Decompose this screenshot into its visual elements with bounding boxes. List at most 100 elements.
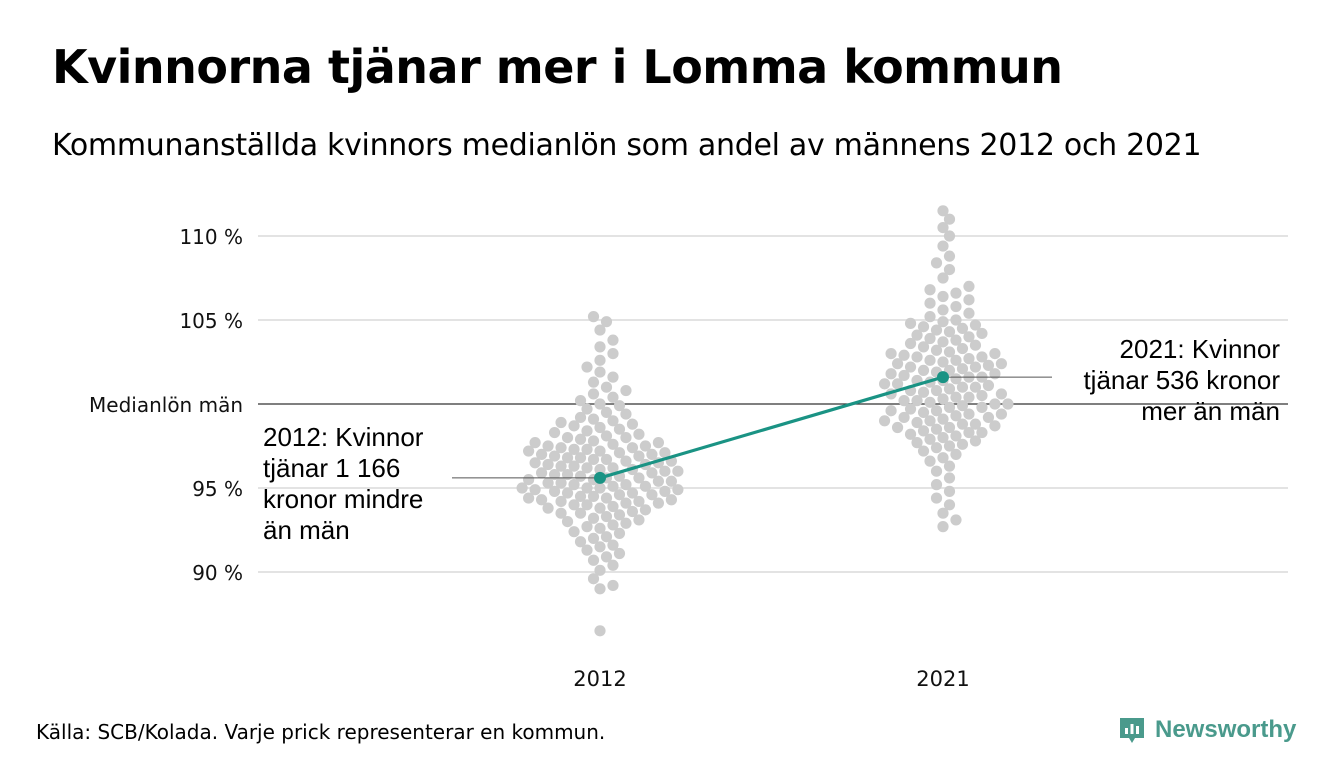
annotation-2012-line: kronor mindre <box>263 484 423 514</box>
swarm-dot-2021 <box>937 290 949 303</box>
swarm-dot-2021 <box>930 257 943 269</box>
swarm-dot-2021 <box>976 426 988 439</box>
swarm-dot-2021 <box>943 485 956 497</box>
swarm-dot-2012 <box>620 408 632 420</box>
swarm-dot-2012 <box>555 460 567 472</box>
swarm-dot-2012 <box>600 406 613 418</box>
swarm-dot-2012 <box>548 485 561 497</box>
brand-logo[interactable]: Newsworthy <box>1117 712 1296 748</box>
swarm-dot-2012 <box>587 532 600 545</box>
swarm-dot-2021 <box>989 368 1001 380</box>
swarm-dot-2012 <box>574 490 587 502</box>
swarm-dot-2012 <box>613 489 626 501</box>
swarm-dot-2012 <box>594 583 606 595</box>
y-tick-label: 90 % <box>192 561 243 585</box>
swarm-dot-2012 <box>639 504 652 516</box>
swarm-dot-2021 <box>976 327 988 340</box>
swarm-dot-2021 <box>891 358 904 370</box>
swarm-dot-2012 <box>613 447 626 459</box>
swarm-dot-2012 <box>529 457 541 469</box>
swarm-dot-2012 <box>639 480 652 492</box>
swarm-dot-2012 <box>568 420 580 432</box>
swarm-dot-2012 <box>568 499 580 511</box>
swarm-dot-2021 <box>950 391 962 403</box>
swarm-dot-2021 <box>969 319 982 331</box>
swarm-dot-2021 <box>982 379 995 392</box>
swarm-dot-2012 <box>633 450 645 462</box>
swarm-dot-2012 <box>587 388 600 400</box>
swarm-dot-2012 <box>633 428 645 440</box>
swarm-dot-2021 <box>963 408 975 420</box>
swarm-dot-2021 <box>911 416 923 429</box>
swarm-dot-2021 <box>969 361 982 373</box>
swarm-dot-2021 <box>943 346 956 358</box>
swarm-dot-2012 <box>613 423 626 435</box>
swarm-dot-2021 <box>963 391 975 403</box>
highlight-series <box>594 371 949 484</box>
swarm-dot-2012 <box>607 519 619 531</box>
swarm-dot-2021 <box>956 438 969 450</box>
swarm-dot-2012 <box>594 398 606 410</box>
swarm-dot-2012 <box>639 440 652 452</box>
swarm-dot-2012 <box>581 403 593 415</box>
swarm-dot-2012 <box>607 438 619 450</box>
swarm-dot-2021 <box>937 272 949 284</box>
swarm-dot-2021 <box>930 423 943 435</box>
swarm-dot-2021 <box>937 393 949 405</box>
swarm-dot-2021 <box>878 378 891 390</box>
swarm-dot-2021 <box>891 421 904 434</box>
swarm-dot-2012 <box>529 484 541 496</box>
x-tick-label: 2021 <box>916 667 969 691</box>
swarm-dot-2012 <box>587 554 600 566</box>
swarm-dot-2021 <box>943 264 956 276</box>
swarm-dot-2012 <box>659 485 671 497</box>
swarm-dot-2021 <box>956 381 969 393</box>
swarm-dot-2012 <box>574 452 587 464</box>
swarm-dot-2021 <box>937 432 949 444</box>
swarm-dot-2012 <box>600 551 613 563</box>
swarm-dot-2021 <box>924 433 936 445</box>
swarm-dot-2021 <box>930 442 943 454</box>
swarm-dot-2012 <box>659 465 671 477</box>
swarm-dot-2012 <box>574 411 587 424</box>
swarm-dot-2021 <box>956 400 969 412</box>
swarm-dot-2012 <box>646 467 658 479</box>
swarm-dot-2012 <box>633 472 645 484</box>
swarm-dot-2021 <box>904 403 917 415</box>
source-note: Källa: SCB/Kolada. Varje prick represent… <box>36 720 606 744</box>
swarm-dot-2021 <box>989 420 1001 432</box>
swarm-dot-2021 <box>943 213 956 225</box>
x-axis-tick-labels: 2012 2021 <box>573 667 969 691</box>
y-tick-label: 95 % <box>192 477 243 501</box>
swarm-dot-2012 <box>516 482 528 494</box>
highlight-point-2012 <box>594 471 606 484</box>
swarm-dot-2021 <box>911 329 923 341</box>
swarm-dot-2021 <box>911 437 923 449</box>
swarm-dot-2021 <box>930 465 943 477</box>
swarm-dot-2021 <box>956 363 969 375</box>
swarm-dot-2012 <box>607 334 619 346</box>
swarm-dot-2021 <box>982 359 995 371</box>
swarm-dot-2012 <box>555 477 567 489</box>
swarm-dot-2012 <box>587 413 600 425</box>
swarm-dot-2012 <box>587 453 600 466</box>
swarm-dot-2012 <box>587 311 600 323</box>
swarm-dot-2021 <box>963 353 975 365</box>
swarm-dot-2021 <box>937 304 949 316</box>
swarm-dot-2012 <box>542 458 554 471</box>
annotation-2021-line: mer än män <box>1141 396 1280 426</box>
swarm-dot-2012 <box>600 510 613 523</box>
swarm-dot-2021 <box>943 383 956 395</box>
swarm-dot-2012 <box>594 463 606 476</box>
swarm-dot-2012 <box>607 559 619 571</box>
annotation-2012-line: än män <box>263 515 350 545</box>
swarm-dot-2021 <box>995 408 1008 420</box>
swarm-dot-2012 <box>613 547 626 560</box>
annotation-2021-line: 2021: Kvinnor <box>1120 334 1281 364</box>
swarm-dot-2021 <box>969 381 982 393</box>
swarm-dot-2012 <box>594 502 606 514</box>
swarm-dot-2012 <box>581 482 593 494</box>
swarm-dot-2021 <box>956 418 969 430</box>
swarm-dot-2012 <box>626 487 639 499</box>
swarm-dot-2012 <box>620 479 632 491</box>
